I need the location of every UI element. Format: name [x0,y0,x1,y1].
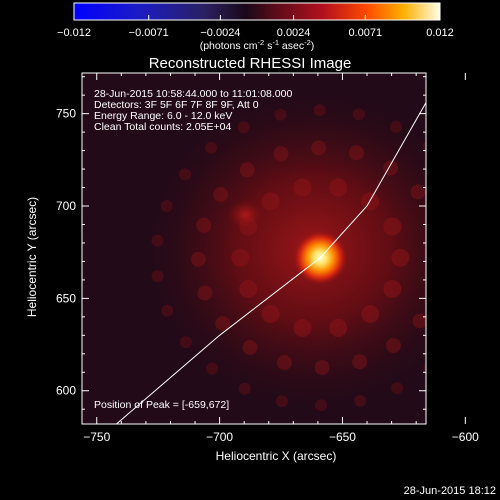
colorbar-unit: (photons cm-2 s-1 asec-2) [200,38,315,52]
ripple-spot [354,394,367,407]
ripple-spot [352,108,365,121]
ripple-spot [390,120,402,133]
ripple-spot [383,280,402,298]
ripple-spot [423,363,426,373]
info-line: Energy Range: 6.0 - 12.0 keV [94,110,232,122]
ripple-spot [315,399,327,412]
ripple-spot [477,269,489,281]
info-text: 28-Jun-2015 10:58:44.000 to 11:01:08.000… [94,88,292,133]
ripple-spot [179,168,191,181]
colorbar-tick-label: −0.0071 [129,27,169,39]
info-line: Clean Total counts: 2.05E+04 [94,121,231,133]
ripple-spot [329,318,348,337]
ripple-spot [313,104,326,117]
ripple-spot [385,338,401,354]
ripple-spot [239,280,258,298]
x-tick-label: −600 [452,430,479,444]
ripple-spot [231,248,250,267]
ripple-spot [383,217,402,236]
ripple-spot [449,167,461,179]
ripple-spot [237,121,250,134]
ripple-spot [412,313,426,329]
ripple-spot [329,178,348,197]
ripple-spot [239,162,255,178]
colorbar-gradient [73,2,441,21]
colorbar-ticks: −0.012 −0.0071 −0.0024 0.0024 0.0071 0.012 [57,15,454,39]
ripple-spot [215,316,231,331]
colorbar-tick-label: −0.0024 [200,27,240,39]
info-line: Detectors: 3F 5F 6F 7F 8F 9F, Att 0 [94,99,259,111]
ripple-spot [477,233,489,245]
ripple-spot [213,187,229,202]
ripple-spot [242,340,258,355]
ripple-spot [274,108,287,121]
ripple-spot [196,217,212,233]
colorbar: −0.012 −0.0071 −0.0024 0.0024 0.0071 0.012 (p… [57,2,454,52]
ripple-spot [151,234,164,247]
ripple-spot [468,304,480,316]
ripple-spot [275,395,288,408]
ripple-spot [261,192,280,211]
y-tick-label: 750 [56,107,76,121]
y-tick-label: 650 [56,291,76,305]
x-tick-label: −650 [329,430,356,444]
ripple-spot [429,283,444,298]
ripple-spot [391,248,410,267]
ripple-spot [205,141,218,154]
ripple-spot [179,336,192,349]
ripple-spot [410,184,426,200]
ripple-spot [238,382,251,395]
ripple-spot [450,335,462,347]
ripple-spot [311,140,327,156]
info-line: 28-Jun-2015 10:58:44.000 to 11:01:08.000 [94,88,292,100]
ripple-spot [391,382,404,395]
peak-position-label: Position of Peak = [-659,672] [94,399,229,411]
ripple-spot [435,249,450,264]
ripple-spot [206,362,219,375]
ripple-spot [197,285,213,301]
y-tick-label: 700 [56,199,76,213]
ripple-spot [161,304,174,317]
ripple-spot [160,200,173,212]
ripple-spot [314,360,330,375]
colorbar-tick-label: 0.0024 [277,27,311,39]
colorbar-tick-label: 0.012 [426,27,454,39]
ripple-spot [361,305,380,323]
ripple-pattern [151,104,489,412]
image-content [116,84,489,424]
ripple-spot [276,355,292,371]
ripple-spot [261,305,280,323]
diffuse-emission [137,84,426,415]
ripple-spot [352,354,368,370]
ripple-spot [467,199,479,211]
x-tick-label: −700 [206,430,233,444]
ripple-spot [422,141,426,153]
solar-limb-line [116,102,426,424]
x-axis-ticks: −750 −700 −650 −600 [83,73,479,444]
ripple-spot [348,145,364,161]
x-tick-label: −750 [83,430,110,444]
ripple-spot [151,270,164,283]
ripple-spot [293,318,312,337]
colorbar-tick-label: −0.012 [57,27,91,39]
y-tick-label: 600 [56,384,76,398]
ripple-spot [273,146,289,162]
footer-timestamp: 28-Jun-2015 18:12 [404,485,496,497]
chart-title: Reconstructed RHESSI Image [149,55,352,72]
secondary-source [227,199,264,230]
colorbar-tick-label: 0.0071 [348,27,382,39]
ripple-spot [190,251,206,267]
x-axis-label: Heliocentric X (arcsec) [216,449,337,463]
plot-area: −750 −700 −650 −600 600 650 700 750 28-Jun-201… [56,72,489,444]
y-axis-label: Heliocentric Y (arcsec) [25,197,39,317]
ripple-spot [293,178,312,197]
plot-frame [81,72,427,425]
y-axis-ticks: 600 650 700 750 [56,76,426,410]
ripple-spot [428,215,443,230]
